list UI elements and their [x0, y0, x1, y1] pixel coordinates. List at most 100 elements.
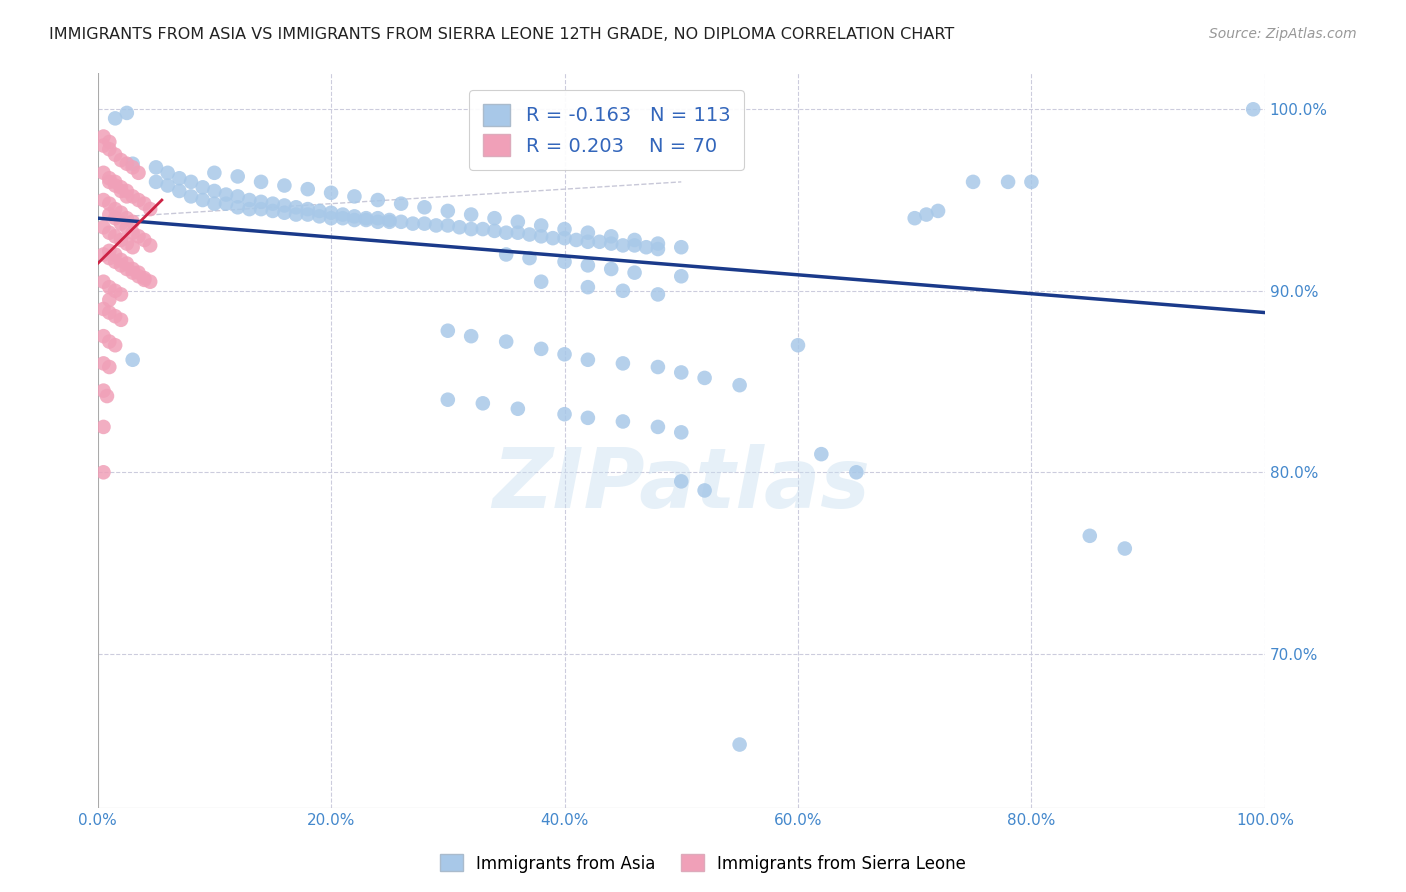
Point — [250, 175, 273, 189]
Point — [297, 202, 319, 216]
Point — [110, 217, 132, 231]
Point — [460, 208, 482, 222]
Point — [506, 215, 529, 229]
Point — [343, 189, 366, 203]
Point — [273, 178, 295, 193]
Point — [104, 338, 127, 352]
Point — [600, 236, 623, 251]
Point — [115, 220, 138, 235]
Point — [98, 305, 121, 319]
Point — [565, 233, 588, 247]
Point — [180, 189, 202, 203]
Point — [121, 215, 143, 229]
Point — [576, 352, 599, 367]
Point — [449, 220, 471, 235]
Point — [98, 142, 121, 156]
Point — [530, 229, 553, 244]
Point — [554, 222, 576, 236]
Point — [169, 184, 191, 198]
Point — [623, 238, 645, 252]
Point — [104, 284, 127, 298]
Point — [93, 420, 115, 434]
Point — [810, 447, 832, 461]
Point — [128, 229, 150, 244]
Point — [145, 161, 167, 175]
Point — [1078, 529, 1101, 543]
Point — [93, 301, 115, 316]
Point — [927, 203, 949, 218]
Point — [506, 401, 529, 416]
Point — [367, 193, 389, 207]
Point — [121, 226, 143, 240]
Point — [93, 329, 115, 343]
Point — [647, 359, 669, 374]
Point — [98, 280, 121, 294]
Point — [367, 211, 389, 226]
Point — [93, 138, 115, 153]
Point — [104, 254, 127, 268]
Point — [647, 236, 669, 251]
Point — [115, 256, 138, 270]
Point — [98, 251, 121, 265]
Point — [226, 200, 249, 214]
Point — [110, 233, 132, 247]
Point — [110, 259, 132, 273]
Point — [98, 171, 121, 186]
Point — [215, 187, 238, 202]
Point — [554, 407, 576, 421]
Text: ZIPatlas: ZIPatlas — [492, 444, 870, 525]
Point — [202, 196, 225, 211]
Point — [104, 147, 127, 161]
Point — [471, 222, 494, 236]
Point — [121, 240, 143, 254]
Point — [367, 215, 389, 229]
Point — [576, 410, 599, 425]
Point — [110, 180, 132, 194]
Point — [612, 238, 634, 252]
Point — [308, 203, 330, 218]
Point — [128, 193, 150, 207]
Point — [104, 229, 127, 244]
Point — [437, 203, 460, 218]
Point — [98, 359, 121, 374]
Point — [180, 175, 202, 189]
Point — [904, 211, 927, 226]
Point — [413, 200, 436, 214]
Point — [671, 366, 693, 380]
Point — [671, 425, 693, 440]
Point — [110, 184, 132, 198]
Point — [332, 211, 354, 226]
Point — [600, 262, 623, 277]
Point — [156, 166, 179, 180]
Point — [250, 194, 273, 209]
Point — [121, 189, 143, 203]
Point — [693, 483, 716, 498]
Point — [437, 219, 460, 233]
Point — [671, 240, 693, 254]
Point — [273, 205, 295, 219]
Point — [191, 180, 214, 194]
Point — [343, 213, 366, 227]
Point — [541, 231, 564, 245]
Point — [506, 226, 529, 240]
Point — [93, 356, 115, 370]
Point — [134, 271, 156, 285]
Legend: R = -0.163   N = 113, R = 0.203    N = 70: R = -0.163 N = 113, R = 0.203 N = 70 — [470, 90, 744, 170]
Point — [96, 389, 118, 403]
Point — [139, 202, 162, 216]
Point — [576, 259, 599, 273]
Point — [238, 202, 260, 216]
Point — [93, 247, 115, 261]
Point — [226, 169, 249, 184]
Point — [115, 189, 138, 203]
Point — [378, 215, 401, 229]
Point — [671, 475, 693, 489]
Point — [110, 287, 132, 301]
Point — [484, 211, 506, 226]
Point — [402, 217, 425, 231]
Point — [93, 193, 115, 207]
Point — [728, 378, 751, 392]
Point — [202, 166, 225, 180]
Point — [623, 233, 645, 247]
Point — [121, 157, 143, 171]
